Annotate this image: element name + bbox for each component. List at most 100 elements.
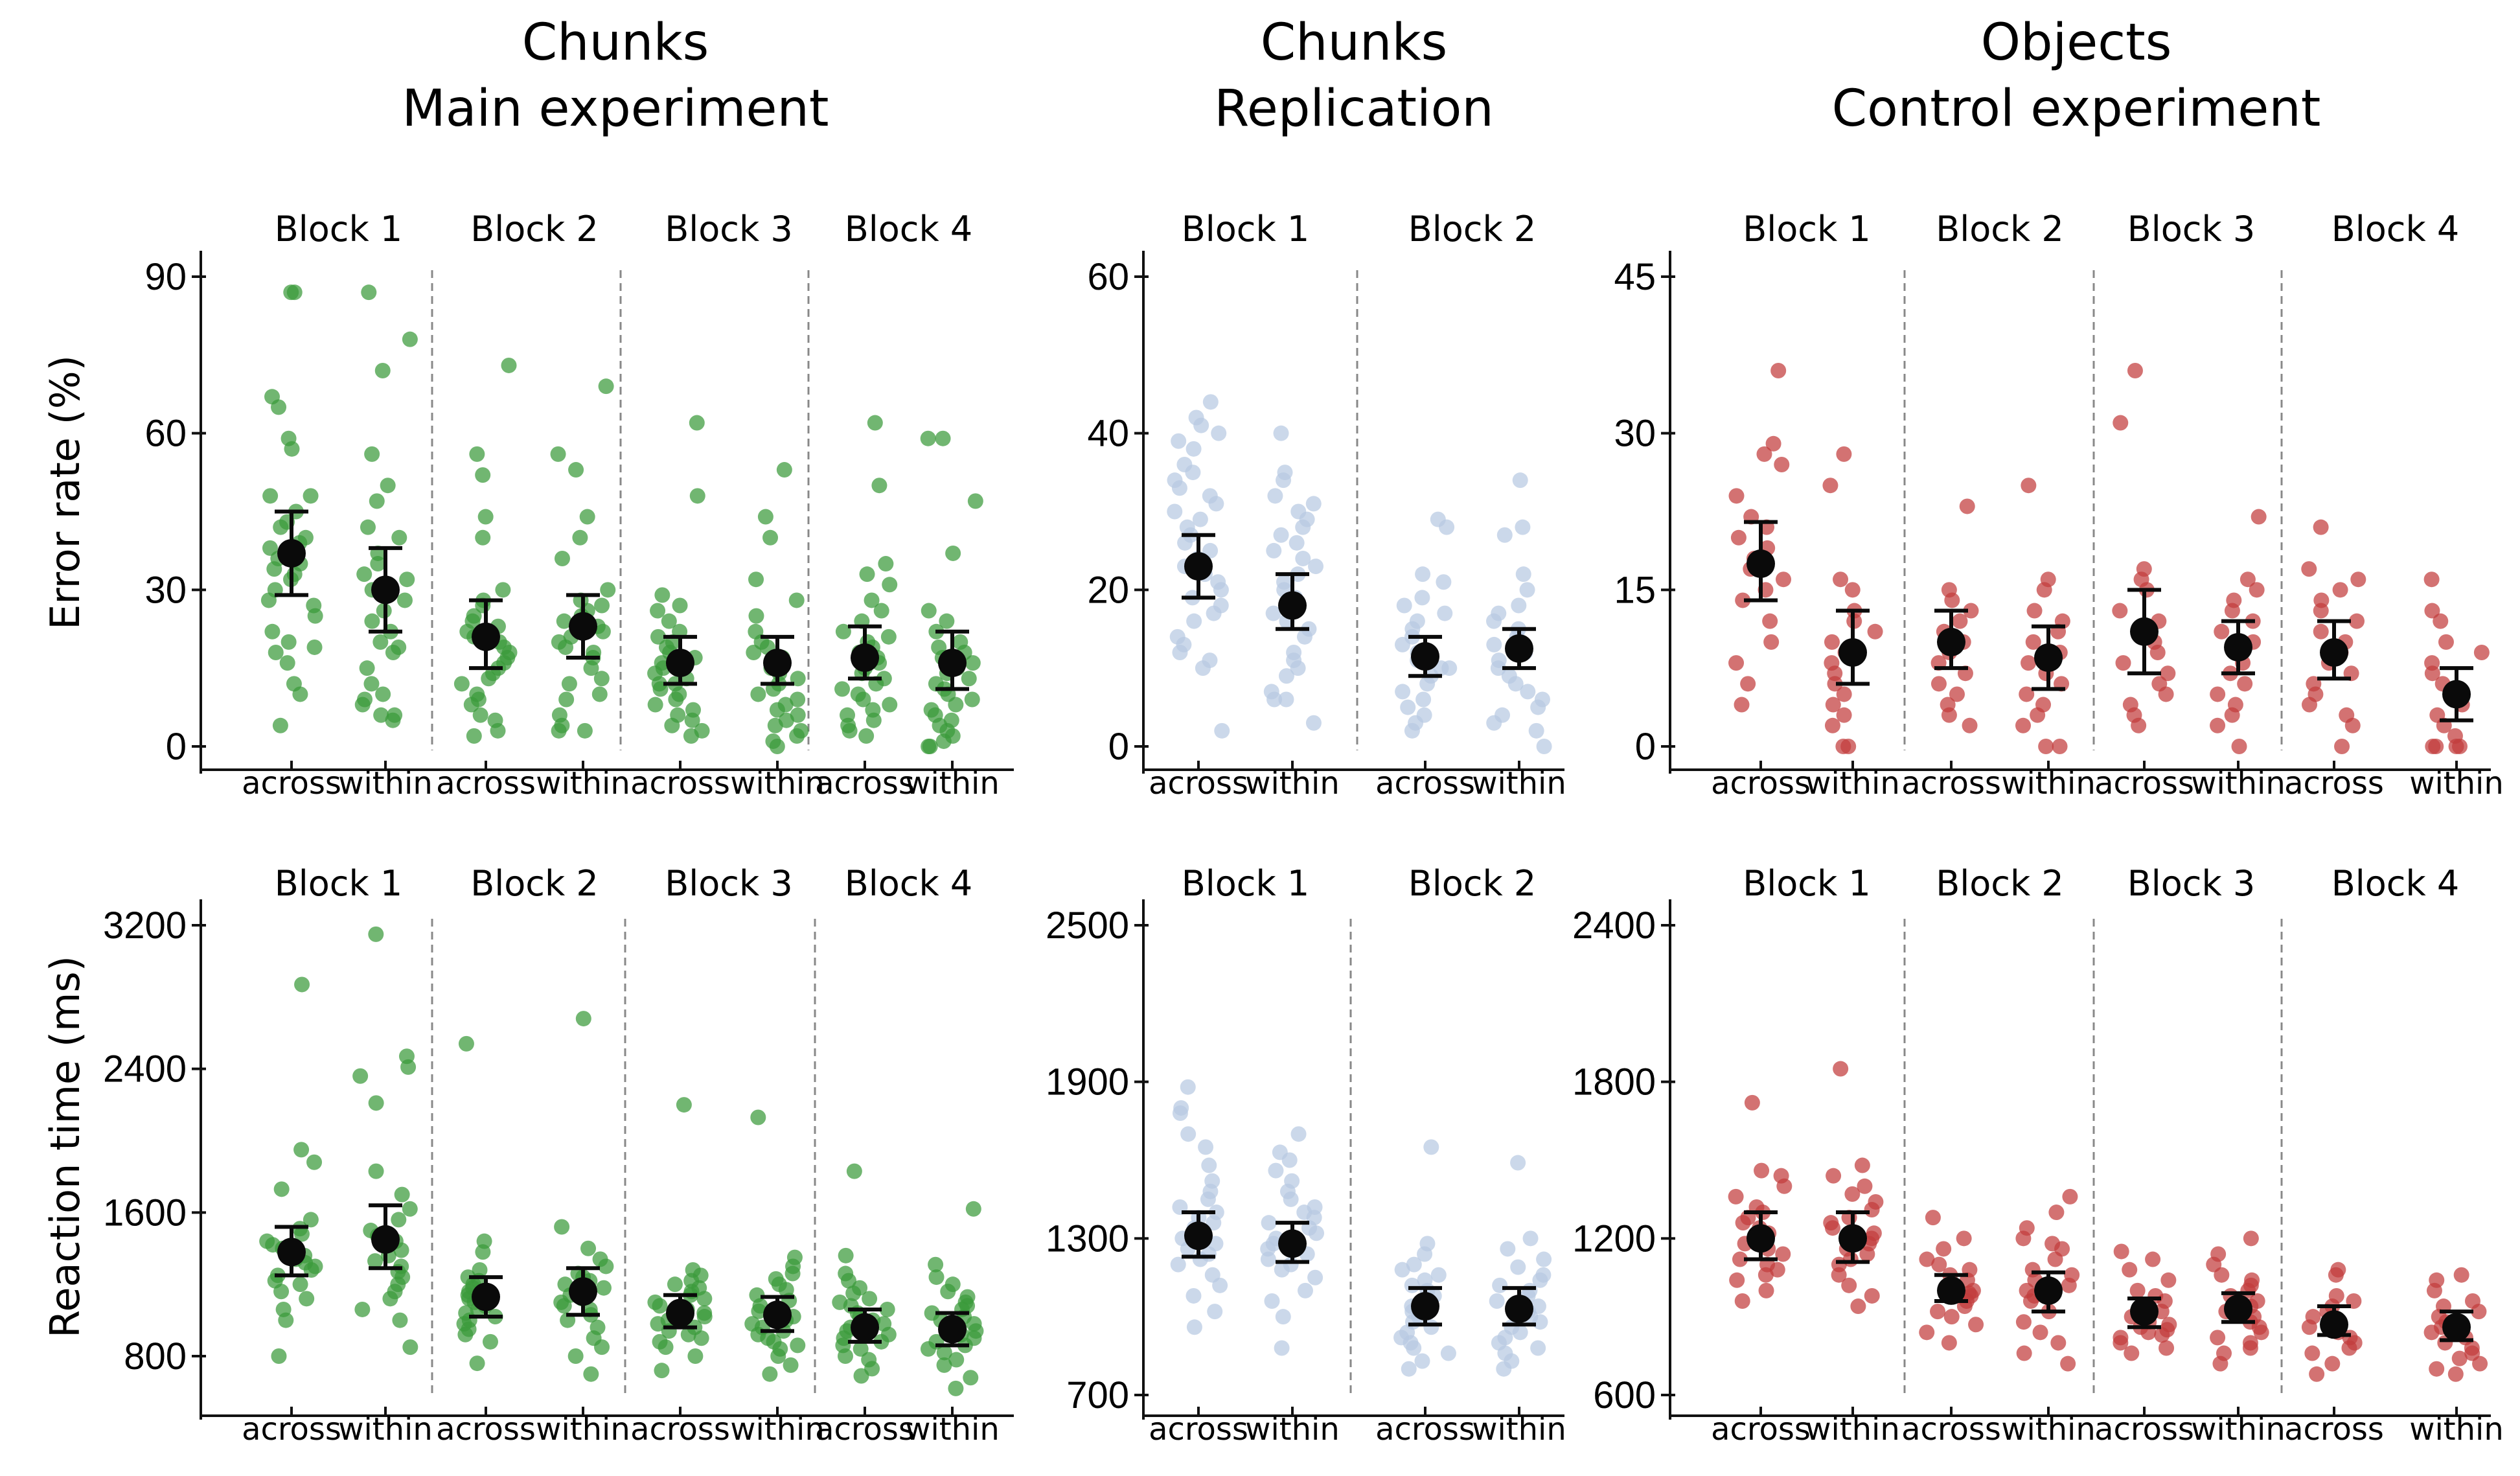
data-point	[2061, 1277, 2077, 1293]
data-point	[1512, 472, 1528, 489]
data-point	[2021, 655, 2037, 671]
data-point	[2127, 363, 2143, 378]
data-point	[1864, 1287, 1880, 1304]
mean-marker	[2034, 643, 2063, 673]
block-label: Block 2	[1936, 863, 2064, 904]
data-point	[595, 623, 611, 640]
data-point	[873, 603, 889, 619]
data-point	[1949, 686, 1965, 702]
data-point	[1423, 1139, 1439, 1155]
data-point	[1394, 636, 1410, 652]
data-point	[572, 529, 588, 546]
data-point	[458, 1035, 474, 1052]
block-label: Block 2	[1408, 863, 1537, 904]
data-point	[948, 1352, 965, 1368]
data-point	[385, 645, 401, 660]
data-point	[299, 1291, 315, 1307]
mean-marker	[1505, 634, 1533, 663]
data-point	[1415, 691, 1432, 708]
data-point	[1735, 592, 1751, 608]
data-point	[1440, 1345, 1456, 1361]
data-point	[567, 1348, 584, 1364]
data-point	[2313, 603, 2329, 619]
data-point	[2022, 1293, 2039, 1309]
data-point	[292, 1276, 308, 1293]
data-point	[1729, 1272, 1745, 1288]
block-label: Block 4	[2331, 863, 2460, 904]
data-point	[1824, 717, 1840, 733]
data-point	[935, 733, 952, 749]
column-title-control-line1: Objects	[1981, 14, 2172, 72]
data-point	[668, 691, 684, 708]
data-point	[579, 509, 595, 525]
data-point	[1278, 668, 1294, 684]
data-point	[363, 676, 380, 692]
data-point	[2332, 582, 2348, 598]
data-point	[967, 493, 983, 509]
data-point	[867, 415, 883, 431]
data-point	[769, 739, 785, 754]
x-tick-label-within: within	[2191, 765, 2285, 801]
data-point	[1260, 1251, 1276, 1267]
data-point	[583, 660, 599, 676]
block-label: Block 4	[845, 863, 973, 904]
data-point	[650, 628, 666, 645]
data-point	[1167, 503, 1183, 520]
data-point	[2301, 1319, 2317, 1335]
data-point	[1756, 446, 1772, 462]
x-tick-label-within: within	[338, 1411, 433, 1447]
data-point	[1770, 363, 1787, 378]
data-point	[292, 686, 308, 702]
data-point	[550, 446, 566, 462]
data-point	[1274, 1262, 1290, 1278]
data-point	[2129, 1282, 2146, 1298]
data-point	[359, 660, 375, 676]
data-point	[1732, 1251, 1748, 1267]
data-point	[650, 603, 666, 619]
data-point	[264, 623, 281, 640]
x-tick-label-within: within	[536, 765, 630, 801]
data-point	[278, 1312, 294, 1328]
data-point	[853, 1368, 869, 1384]
data-point	[2242, 1340, 2258, 1356]
data-point	[855, 691, 871, 708]
data-point	[568, 462, 584, 478]
mean-marker	[666, 1298, 694, 1328]
data-point	[1414, 590, 1430, 606]
data-point	[1419, 676, 1436, 692]
y-tick-label: 45	[1614, 256, 1656, 298]
data-point	[279, 655, 295, 671]
data-point	[375, 686, 391, 702]
data-point	[965, 1201, 981, 1217]
x-tick-label-within: within	[1472, 1411, 1566, 1447]
data-point	[396, 592, 413, 608]
data-point	[2425, 739, 2441, 754]
data-point	[936, 1357, 952, 1373]
data-point	[399, 571, 415, 588]
y-tick-label: 3200	[103, 905, 187, 947]
y-tick-label: 30	[1614, 413, 1656, 455]
y-tick-label: 30	[144, 569, 187, 611]
x-tick-label-across: across	[630, 1411, 730, 1447]
data-point	[672, 597, 688, 614]
data-point	[2052, 739, 2068, 754]
data-point	[835, 623, 851, 640]
data-point	[1730, 529, 1747, 546]
data-point	[394, 1186, 410, 1203]
data-point	[2050, 1335, 2067, 1351]
data-point	[2113, 1335, 2129, 1351]
data-point	[1211, 425, 1227, 441]
data-point	[271, 1348, 287, 1364]
data-point	[1490, 660, 1506, 676]
data-point	[880, 628, 897, 645]
data-point	[1186, 1287, 1202, 1304]
data-point	[1414, 1353, 1430, 1369]
data-point	[356, 566, 372, 582]
data-point	[1864, 1202, 1880, 1218]
data-point	[748, 571, 764, 588]
data-point	[1758, 1267, 1774, 1283]
data-point	[845, 1286, 862, 1302]
data-point	[593, 671, 610, 687]
data-point	[762, 529, 779, 546]
